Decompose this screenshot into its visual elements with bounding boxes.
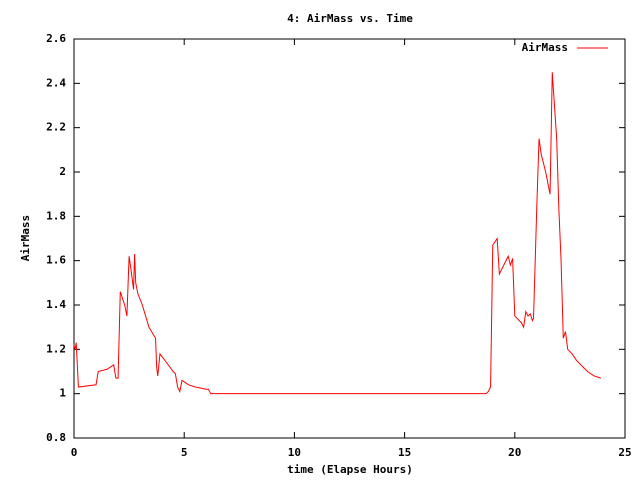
y-axis-label: AirMass: [19, 215, 32, 261]
x-axis-label: time (Elapse Hours): [287, 463, 413, 476]
x-tick-label: 5: [181, 446, 188, 459]
y-tick-label: 1.4: [46, 298, 66, 311]
y-tick-label: 1.6: [46, 254, 66, 267]
y-tick-label: 1: [59, 387, 66, 400]
chart-title: 4: AirMass vs. Time: [287, 12, 413, 25]
y-tick-label: 1.8: [46, 209, 66, 222]
y-tick-label: 2: [59, 165, 66, 178]
y-tick-label: 1.2: [46, 342, 66, 355]
x-tick-label: 15: [398, 446, 411, 459]
legend-label: AirMass: [522, 41, 568, 54]
x-tick-label: 20: [508, 446, 521, 459]
x-tick-label: 25: [618, 446, 631, 459]
data-line: [73, 72, 601, 395]
y-tick-label: 2.4: [46, 76, 66, 89]
x-tick-label: 0: [71, 446, 78, 459]
plot-border: [73, 38, 626, 439]
x-tick-label: 10: [288, 446, 301, 459]
y-tick-label: 2.2: [46, 121, 66, 134]
y-tick-label: 0.8: [46, 431, 66, 444]
y-tick-label: 2.6: [46, 32, 66, 45]
